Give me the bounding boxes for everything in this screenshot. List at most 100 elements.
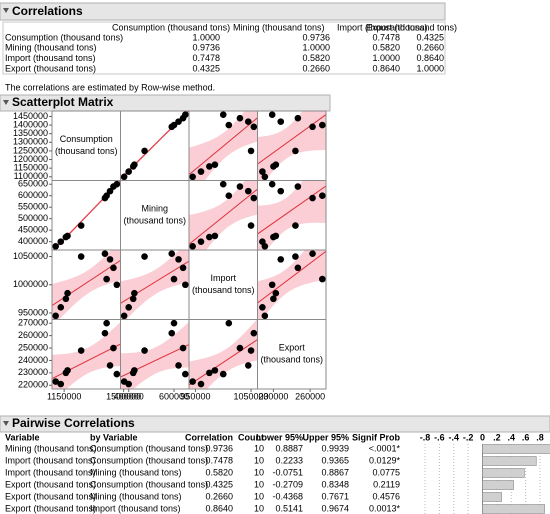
section-header[interactable]: [0, 415, 550, 433]
data-point: [259, 304, 266, 311]
data-point: [197, 380, 205, 388]
confidence-band: [257, 250, 326, 320]
data-point: [106, 187, 114, 195]
fit-line: [189, 117, 258, 176]
disclosure-icon[interactable]: [3, 100, 9, 105]
row-label: Mining (thousand tons): [5, 43, 97, 53]
cell-lower: 0.5141: [275, 503, 303, 513]
data-point: [62, 295, 70, 303]
cell-variable: Import (thousand tons): [5, 455, 96, 465]
y-tick-label: 270000: [18, 318, 48, 328]
y-tick-label: 260000: [18, 330, 48, 340]
y-tick-label: 1200000: [13, 154, 48, 164]
data-point: [272, 232, 280, 240]
cell-correlation: 0.5820: [205, 467, 233, 477]
cell-border: [257, 319, 327, 390]
cell-upper: 0.8348: [321, 479, 349, 489]
column-header: Signif Prob: [352, 432, 400, 442]
y-tick-label: 1150000: [14, 163, 48, 173]
y-tick-label: 1400000: [13, 119, 48, 129]
y-tick-label: 600000: [18, 190, 48, 200]
correlation-value: 1.0000: [302, 43, 330, 53]
cell-signif: 0.0775: [372, 467, 400, 477]
correlation-value: 0.8640: [416, 53, 444, 63]
matrix-cell: [257, 249, 327, 320]
y-tick-label: 1350000: [13, 128, 48, 138]
data-point: [261, 312, 269, 320]
confidence-band: [189, 180, 258, 250]
data-point: [120, 312, 128, 320]
data-point: [182, 111, 189, 119]
cell-by-variable: Consumption (thousand tons): [90, 455, 208, 465]
plot-area: [120, 250, 189, 320]
cell-lower: -0.2709: [272, 479, 303, 489]
correlation-value: 0.2660: [416, 43, 444, 53]
row-label: Import (thousand tons): [5, 53, 96, 63]
data-point: [57, 304, 65, 311]
matrix-cell: Mining (thousand tons): [120, 180, 190, 251]
bar-axis-label: .8: [536, 432, 544, 442]
section-header[interactable]: [0, 2, 446, 21]
data-point: [294, 264, 302, 272]
disclosure-icon[interactable]: [3, 8, 9, 13]
data-point: [268, 281, 276, 289]
data-point: [57, 238, 65, 245]
data-point: [64, 232, 71, 240]
data-point: [103, 275, 110, 283]
cell-upper: 0.9365: [321, 455, 349, 465]
data-point: [52, 378, 59, 385]
bar-axis-label: .6: [522, 432, 530, 442]
confidence-band: [189, 319, 258, 389]
y-tick-label: 220000: [18, 380, 48, 390]
cell-lower: 0.2233: [275, 455, 303, 465]
cell-upper: 0.7671: [321, 491, 349, 501]
disclosure-icon[interactable]: [3, 421, 9, 426]
data-point: [168, 329, 176, 337]
data-point: [131, 367, 138, 374]
plot-area: [189, 180, 258, 250]
correlation-value: 0.8640: [372, 63, 400, 73]
plot-area: [189, 111, 258, 181]
data-point: [101, 329, 109, 337]
matrix-cell: [188, 180, 258, 251]
section-title: Correlations: [12, 4, 83, 18]
cell-signif: 0.2119: [373, 479, 400, 489]
data-point: [170, 275, 178, 283]
column-header: Variable: [5, 432, 40, 442]
data-point: [292, 253, 299, 260]
x-tick-label: 230000: [258, 391, 288, 401]
y-tick-label: 250000: [18, 342, 48, 352]
plot-area: [52, 180, 121, 250]
x-tick-label: 260000: [295, 391, 325, 401]
data-point: [236, 114, 244, 122]
data-point: [319, 192, 326, 200]
variable-label: (thousand tons): [260, 355, 323, 365]
matrix-cell: [257, 110, 327, 181]
section-title: Pairwise Correlations: [12, 416, 135, 430]
data-point: [110, 264, 117, 272]
cell-count: 10: [254, 503, 264, 513]
cell-correlation: 0.2660: [205, 491, 233, 501]
matrix-cell: [120, 249, 190, 320]
data-point: [175, 362, 182, 369]
cell-count: 10: [254, 491, 264, 501]
data-point: [77, 347, 85, 354]
matrix-cell: [51, 180, 121, 251]
cell-lower: 0.8887: [275, 443, 303, 453]
data-point: [277, 256, 285, 263]
y-tick-label: 1100000: [14, 171, 48, 181]
data-point: [277, 118, 285, 125]
data-point: [106, 256, 114, 263]
correlation-value: 1.0000: [372, 53, 400, 63]
correlation-bar: [482, 444, 550, 454]
row-label: Consumption (thousand tons): [5, 32, 123, 42]
cell-signif: <.0001*: [369, 443, 401, 453]
data-point: [250, 329, 258, 337]
data-point: [268, 180, 276, 188]
cell-count: 10: [254, 443, 264, 453]
data-point: [125, 380, 133, 388]
correlation-value: 0.4325: [416, 32, 444, 42]
data-point: [225, 121, 233, 129]
bar-axis-label: -.2: [463, 432, 474, 442]
